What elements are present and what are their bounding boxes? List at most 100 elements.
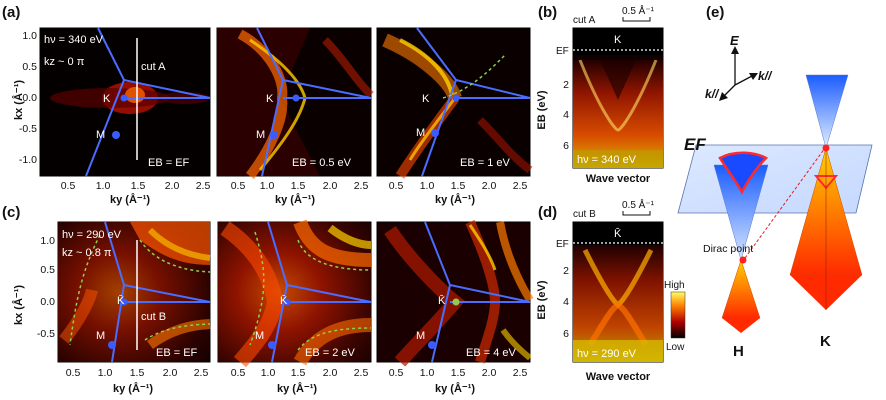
svg-text:2: 2 (563, 265, 569, 277)
yticks-b: 2 4 6 (563, 79, 569, 152)
xlabel-c3: ky (Å⁻¹) (435, 382, 475, 395)
svg-text:2.5: 2.5 (354, 180, 369, 192)
eb-c3: EB = 4 eV (466, 347, 517, 359)
xticks-a1: 0.5 1.0 1.5 2.0 2.5 (61, 180, 211, 192)
svg-text:0.5: 0.5 (40, 264, 55, 276)
dirac-link (744, 147, 826, 259)
svg-text:-0.5: -0.5 (19, 123, 37, 135)
arpes-b: K hν = 340 eV (572, 27, 664, 169)
svg-text:0.0: 0.0 (40, 296, 55, 308)
m-label-c2: M (255, 330, 264, 342)
k-label-c1: K̄ (117, 294, 125, 307)
svg-text:1.0: 1.0 (261, 367, 276, 379)
hv-b: hν = 340 eV (577, 154, 637, 166)
panel-label-b: (b) (538, 4, 557, 21)
ef-d: EF (556, 239, 569, 250)
h-cone-bottom (722, 318, 760, 333)
svg-text:0.0: 0.0 (22, 92, 37, 104)
xlabel-a2: ky (Å⁻¹) (275, 193, 315, 206)
k-label-c3: K̄ (438, 294, 446, 307)
svg-text:0.5: 0.5 (389, 367, 404, 379)
svg-text:2.0: 2.0 (482, 180, 497, 192)
h-label: H (733, 343, 744, 360)
svg-text:2.0: 2.0 (323, 367, 338, 379)
cut-b-label: cut B (141, 311, 166, 323)
ylabel-d: EB (eV) (536, 280, 548, 319)
svg-text:-0.5: -0.5 (37, 328, 55, 340)
k-label-a2: K (266, 93, 274, 105)
eb-a1: EB = EF (148, 157, 190, 169)
yticks-a: 1.0 0.5 0.0 -0.5 -1.0 (19, 30, 37, 166)
k-cone-upper (805, 74, 849, 149)
dirac-label: Dirac point (703, 243, 753, 255)
svg-text:2.5: 2.5 (196, 180, 211, 192)
m-label-c1: M (96, 330, 105, 342)
svg-text:1.5: 1.5 (131, 180, 146, 192)
xlabel-a1: ky (Å⁻¹) (110, 193, 150, 206)
m-label-c3: M (416, 330, 425, 342)
map-a2: K M EB = 0.5 eV (216, 27, 374, 180)
arpes-d: K̄ hν = 290 eV (572, 221, 664, 363)
svg-text:0.5: 0.5 (231, 180, 246, 192)
svg-text:2.5: 2.5 (513, 367, 528, 379)
svg-text:0.5: 0.5 (231, 367, 246, 379)
svg-text:2.0: 2.0 (323, 180, 338, 192)
eb-a2: EB = 0.5 eV (292, 157, 352, 169)
yticks-d: 2 4 6 (563, 265, 569, 340)
scale-d: 0.5 Å⁻¹ (622, 198, 655, 211)
eb-a3: EB = 1 eV (460, 157, 511, 169)
svg-text:4: 4 (563, 296, 569, 308)
m-label-a3: M (416, 127, 425, 139)
axis-e: E (730, 33, 739, 48)
xticks-a3: 0.5 1.0 1.5 2.0 2.5 (389, 180, 528, 192)
svg-text:2.0: 2.0 (165, 180, 180, 192)
k-label-a1: K (103, 93, 111, 105)
svg-text:1.0: 1.0 (96, 180, 111, 192)
k-label-e: K (820, 333, 831, 350)
xlabel-d: Wave vector (586, 371, 651, 383)
xticks-c3: 0.5 1.0 1.5 2.0 2.5 (389, 367, 528, 379)
xticks-c2: 0.5 1.0 1.5 2.0 2.5 (231, 367, 369, 379)
svg-text:1.0: 1.0 (420, 180, 435, 192)
colorbar: High Low (664, 280, 686, 353)
cut-a-header: cut A (573, 15, 596, 26)
m-label-a2: M (256, 129, 265, 141)
h-fermi-contour (718, 151, 769, 195)
svg-text:1.0: 1.0 (260, 180, 275, 192)
eb-c1: EB = EF (156, 347, 198, 359)
map-a3: K M EB = 1 eV (376, 27, 533, 179)
xticks-a2: 0.5 1.0 1.5 2.0 2.5 (231, 180, 369, 192)
ef-b: EF (556, 46, 569, 57)
map-a1: hν = 340 eV kz ~ 0 π cut A K M EB = EF (39, 27, 211, 177)
kz-c: kz ~ 0.8 π (62, 247, 112, 259)
k-label-b: K (614, 34, 622, 46)
svg-text:0.5: 0.5 (61, 180, 76, 192)
xlabel-a3: ky (Å⁻¹) (435, 193, 475, 206)
xlabel-b: Wave vector (586, 173, 651, 185)
svg-text:1.5: 1.5 (451, 367, 466, 379)
svg-text:1.0: 1.0 (420, 367, 435, 379)
cut-a-label: cut A (141, 61, 166, 73)
panel-label-e: (e) (706, 4, 724, 21)
k-label-c2: K̄ (280, 294, 288, 307)
axes-e: E k// k// (705, 33, 773, 101)
h-cone-lower (721, 259, 761, 319)
svg-text:2.5: 2.5 (194, 367, 209, 379)
panel-label-d: (d) (538, 204, 557, 221)
svg-text:2.5: 2.5 (513, 180, 528, 192)
svg-text:0.5: 0.5 (389, 180, 404, 192)
xlabel-c2: ky (Å⁻¹) (277, 382, 317, 395)
svg-text:2.5: 2.5 (354, 367, 369, 379)
cut-b-header: cut B (573, 209, 596, 220)
colorbar-low: Low (666, 342, 685, 353)
svg-text:-1.0: -1.0 (19, 154, 37, 166)
xticks-c1: 0.5 1.0 1.5 2.0 2.5 (66, 367, 209, 379)
colorbar-high: High (664, 280, 685, 291)
svg-text:1.5: 1.5 (291, 367, 306, 379)
dirac-point-h (739, 256, 747, 264)
hv-d: hν = 290 eV (577, 348, 637, 360)
svg-text:6: 6 (563, 328, 569, 340)
scale-b: 0.5 Å⁻¹ (622, 4, 655, 17)
ylabel-b: EB (eV) (536, 90, 548, 129)
